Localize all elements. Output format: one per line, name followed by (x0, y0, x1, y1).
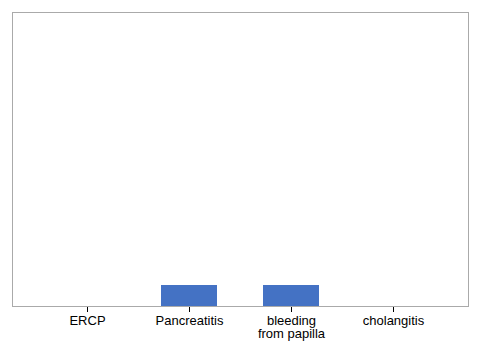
svg-text:ERCP: ERCP (69, 313, 105, 328)
svg-text:Pancreatitis: Pancreatitis (156, 313, 224, 328)
svg-text:cholangitis: cholangitis (363, 313, 425, 328)
svg-text:bleedingfrom papilla: bleedingfrom papilla (258, 313, 326, 341)
